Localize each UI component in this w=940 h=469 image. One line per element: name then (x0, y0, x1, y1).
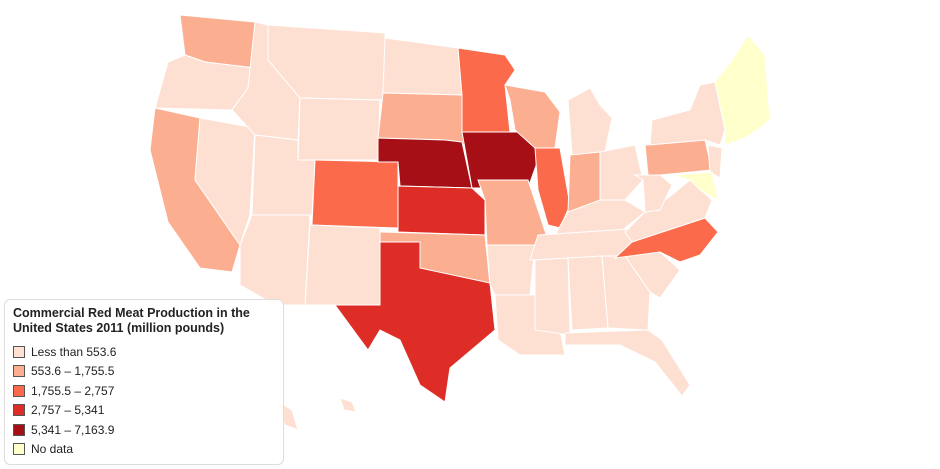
legend-item[interactable]: 5,341 – 7,163.9 (13, 420, 275, 440)
legend-items: Less than 553.6 553.6 – 1,755.5 1,755.5 – … (13, 342, 275, 459)
state[interactable] (304, 224, 381, 306)
legend-item[interactable]: No data (13, 440, 275, 460)
legend-item[interactable]: 2,757 – 5,341 (13, 401, 275, 421)
state[interactable] (382, 37, 463, 96)
state[interactable] (567, 87, 613, 156)
state[interactable] (239, 214, 311, 306)
legend-swatch (13, 345, 25, 358)
state[interactable] (567, 255, 609, 331)
legend: Commercial Red Meat Production in the Un… (4, 299, 284, 465)
legend-swatch (13, 423, 25, 436)
state[interactable] (194, 117, 256, 247)
legend-label: 2,757 – 5,341 (31, 403, 105, 418)
legend-label: Less than 553.6 (31, 344, 117, 359)
state[interactable] (671, 171, 719, 201)
state[interactable] (534, 257, 571, 336)
state[interactable] (397, 185, 486, 236)
state[interactable] (311, 159, 399, 229)
state[interactable] (297, 97, 381, 161)
legend-item[interactable]: Less than 553.6 (13, 342, 275, 362)
legend-label: 1,755.5 – 2,757 (31, 383, 115, 398)
state[interactable] (624, 179, 713, 243)
state[interactable] (377, 92, 466, 146)
state[interactable] (486, 244, 536, 296)
legend-label: 5,341 – 7,163.9 (31, 422, 115, 437)
state[interactable] (457, 47, 516, 133)
legend-item[interactable]: 1,755.5 – 2,757 (13, 381, 275, 401)
legend-title: Commercial Red Meat Production in the Un… (13, 306, 250, 335)
state[interactable] (334, 241, 496, 403)
state[interactable] (644, 139, 713, 176)
state[interactable] (613, 217, 719, 263)
legend-label: 553.6 – 1,755.5 (31, 364, 115, 379)
state[interactable] (714, 34, 771, 146)
legend-label: No data (31, 442, 74, 457)
legend-swatch (13, 384, 25, 397)
state[interactable] (599, 144, 644, 201)
state[interactable] (707, 144, 723, 179)
legend-swatch (13, 365, 25, 378)
legend-swatch (13, 443, 25, 456)
legend-swatch (13, 404, 25, 417)
state[interactable] (339, 397, 357, 413)
state[interactable] (649, 81, 726, 146)
state[interactable] (564, 329, 691, 397)
legend-item[interactable]: 553.6 – 1,755.5 (13, 362, 275, 382)
